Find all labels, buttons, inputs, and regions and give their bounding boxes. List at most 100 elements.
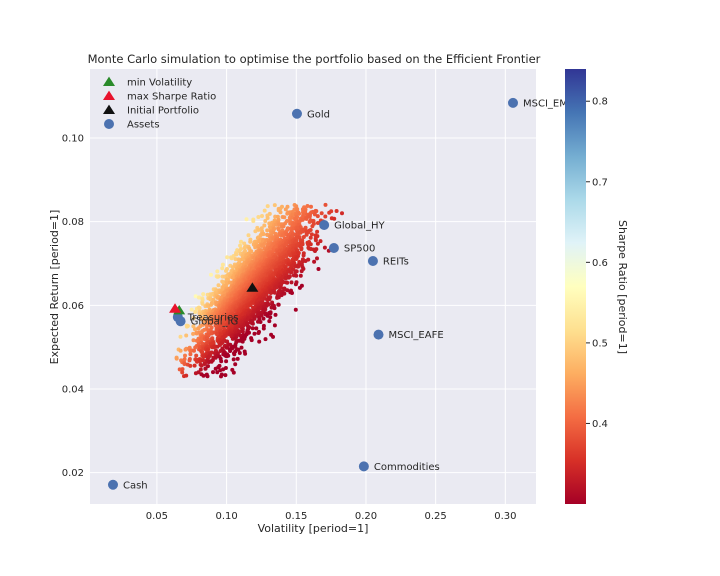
portfolio-point [306, 257, 311, 262]
portfolio-point [262, 223, 267, 228]
portfolio-point [282, 215, 287, 220]
portfolio-point [294, 269, 299, 274]
colorbar-ticks: 0.4 0.5 0.6 0.7 0.8 [586, 97, 608, 430]
portfolio-point [210, 336, 215, 341]
portfolio-point [211, 341, 216, 345]
portfolio-point [334, 209, 339, 213]
asset-point [373, 329, 384, 340]
portfolio-point [256, 331, 261, 335]
portfolio-point [316, 267, 321, 271]
asset-label: Treasuries [187, 313, 239, 324]
simulated-portfolios [174, 202, 344, 379]
portfolio-point [188, 363, 193, 368]
portfolio-point [307, 214, 312, 219]
asset-label: SP500 [344, 244, 375, 255]
asset-label: Global_HY [334, 221, 385, 232]
special-portfolio-markers [169, 282, 259, 315]
portfolio-point [195, 359, 200, 364]
portfolio-point [261, 243, 266, 248]
portfolio-point [315, 229, 320, 234]
portfolio-point [216, 283, 221, 288]
portfolio-point [315, 214, 320, 219]
portfolio-point [267, 297, 272, 302]
portfolio-point [191, 331, 196, 336]
portfolio-point [281, 224, 286, 229]
portfolio-point [182, 362, 187, 366]
portfolio-point [201, 358, 206, 363]
portfolio-point [220, 266, 225, 271]
portfolio-point [304, 216, 309, 221]
portfolio-point [203, 366, 208, 371]
portfolio-point [246, 233, 251, 238]
portfolio-point [273, 312, 278, 317]
asset-point [508, 97, 519, 108]
portfolio-point [224, 359, 229, 364]
portfolio-point [200, 322, 205, 327]
colorbar-tick-label: 0.5 [592, 338, 608, 349]
portfolio-point [252, 316, 257, 321]
portfolio-point [274, 285, 279, 290]
portfolio-point [206, 364, 210, 369]
legend-label: Assets [127, 120, 160, 131]
x-tick-label: 0.15 [285, 511, 307, 522]
legend-label: max Sharpe Ratio [127, 92, 216, 103]
portfolio-point [297, 260, 302, 264]
y-tick-label: 0.08 [62, 217, 84, 228]
portfolio-point [297, 211, 302, 216]
portfolio-point [193, 327, 197, 332]
portfolio-point [304, 232, 309, 237]
portfolio-point [264, 292, 269, 297]
portfolio-point [305, 204, 310, 208]
portfolio-point [197, 306, 202, 311]
portfolio-point [174, 356, 179, 361]
portfolio-point [198, 359, 203, 364]
portfolio-point [276, 295, 281, 300]
portfolio-point [202, 315, 206, 320]
asset-label: Cash [123, 480, 148, 491]
portfolio-point [297, 235, 302, 240]
y-tick-label: 0.04 [62, 384, 84, 395]
portfolio-point [224, 283, 229, 288]
portfolio-point [216, 274, 221, 279]
portfolio-point [200, 350, 205, 355]
portfolio-point [294, 273, 299, 278]
portfolio-point [219, 359, 224, 364]
colorbar-label: Sharpe Ratio [period=1] [616, 220, 629, 354]
portfolio-point [253, 245, 258, 250]
portfolio-point [258, 320, 263, 324]
portfolio-point [278, 210, 283, 215]
portfolio-point [201, 373, 206, 378]
portfolio-point [309, 232, 314, 237]
portfolio-point [301, 235, 306, 239]
portfolio-point [200, 301, 205, 306]
colorbar-tick-label: 0.7 [592, 177, 608, 188]
portfolio-point [296, 264, 301, 269]
portfolio-point [282, 291, 287, 296]
portfolio-point [299, 269, 304, 274]
portfolio-point [225, 255, 230, 260]
portfolio-point [314, 209, 319, 214]
portfolio-point [209, 350, 214, 355]
legend-marker [103, 90, 115, 101]
portfolio-point [297, 285, 302, 290]
portfolio-point [290, 209, 295, 214]
x-tick-label: 0.25 [425, 511, 447, 522]
portfolio-point [259, 226, 264, 231]
portfolio-point [283, 266, 288, 271]
portfolio-point [254, 326, 259, 331]
portfolio-point [271, 227, 276, 232]
portfolio-point [310, 224, 315, 229]
portfolio-point [313, 249, 317, 253]
portfolio-point [237, 351, 242, 355]
portfolio-point [196, 370, 201, 375]
asset-label: Global_IG [191, 317, 239, 328]
portfolio-point [329, 209, 334, 214]
portfolio-point [220, 262, 225, 267]
portfolio-point [193, 294, 198, 299]
portfolio-point [194, 353, 199, 358]
portfolio-point [223, 373, 228, 378]
legend-label: min Volatility [127, 78, 192, 89]
portfolio-point [193, 310, 198, 314]
